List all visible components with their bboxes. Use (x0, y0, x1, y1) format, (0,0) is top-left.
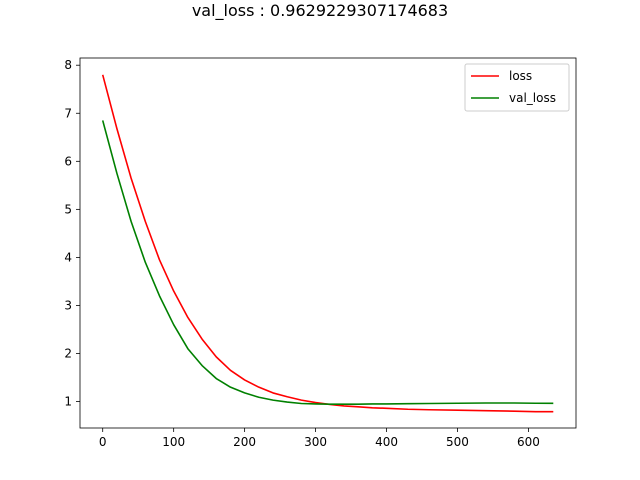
legend-label-loss: loss (509, 69, 532, 83)
series-line-val-loss (101, 120, 554, 406)
x-tick-label: 400 (375, 435, 398, 449)
series-layer (101, 74, 554, 413)
y-axis: 1 2 3 4 5 6 7 8 (64, 58, 80, 409)
y-tick-label: 2 (64, 347, 72, 361)
x-tick-label: 0 (99, 435, 107, 449)
plot-frame (79, 57, 577, 429)
legend: loss val_loss (464, 63, 570, 112)
y-tick-label: 7 (64, 106, 72, 120)
y-tick-label: 6 (64, 154, 72, 168)
x-tick-label: 200 (233, 435, 256, 449)
y-tick-label: 5 (64, 202, 72, 216)
y-tick-label: 3 (64, 298, 72, 312)
x-tick-label: 300 (304, 435, 327, 449)
x-axis: 0 100 200 300 400 500 600 (99, 428, 540, 449)
x-tick-label: 100 (162, 435, 185, 449)
x-tick-label: 500 (446, 435, 469, 449)
y-tick-label: 1 (64, 395, 72, 409)
series-line-loss (101, 74, 554, 413)
x-tick-label: 600 (517, 435, 540, 449)
y-tick-label: 4 (64, 250, 72, 264)
legend-label-val-loss: val_loss (509, 91, 556, 105)
y-tick-label: 8 (64, 58, 72, 72)
chart-title: val_loss : 0.9629229307174683 (192, 1, 448, 21)
